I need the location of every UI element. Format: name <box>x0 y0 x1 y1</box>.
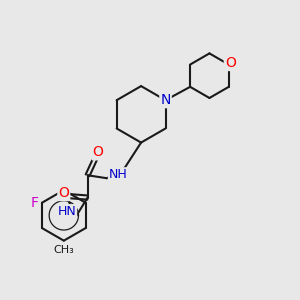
Text: NH: NH <box>109 168 128 181</box>
Text: HN: HN <box>57 205 76 218</box>
Text: N: N <box>160 93 171 107</box>
Text: O: O <box>225 56 236 70</box>
Text: O: O <box>92 146 104 159</box>
Text: O: O <box>58 186 69 200</box>
Text: F: F <box>31 196 38 210</box>
Text: CH₃: CH₃ <box>53 245 74 255</box>
